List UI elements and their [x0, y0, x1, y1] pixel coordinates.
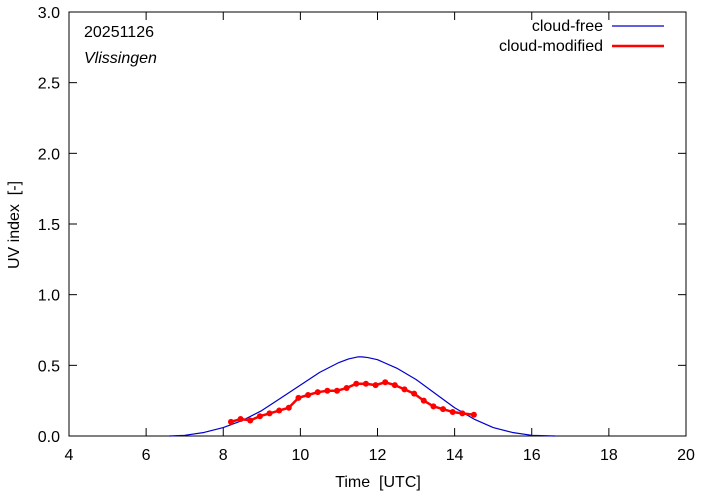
data-point-cloud-modified	[324, 387, 331, 394]
data-point-cloud-modified	[343, 384, 350, 391]
date-label: 20251126	[84, 24, 154, 41]
data-point-cloud-modified	[470, 411, 477, 418]
data-point-cloud-modified	[237, 416, 244, 423]
y-axis-ticks: 0.0 0.5 1.0 1.5 2.0 2.5 3.0	[38, 5, 686, 446]
x-tick-label: 4	[65, 447, 74, 464]
data-point-cloud-modified	[227, 418, 234, 425]
data-point-cloud-modified	[459, 410, 466, 417]
series-layer	[169, 356, 555, 437]
series-line-cloud-free	[169, 356, 555, 437]
y-tick-label: 1.0	[38, 288, 60, 305]
plot-border	[68, 11, 687, 437]
data-point-cloud-modified	[391, 382, 398, 389]
series-line-cloud-modified	[230, 381, 475, 424]
data-point-cloud-modified	[266, 410, 273, 417]
y-tick-label: 3.0	[38, 5, 60, 22]
data-point-cloud-modified	[276, 407, 283, 414]
y-tick-label: 1.5	[38, 217, 60, 234]
x-tick-label: 6	[142, 447, 151, 464]
data-point-cloud-modified	[449, 408, 456, 415]
data-point-cloud-modified	[353, 380, 360, 387]
x-tick-label: 20	[677, 447, 695, 464]
data-point-cloud-modified	[295, 394, 302, 401]
data-point-cloud-modified	[314, 389, 321, 396]
x-axis-label: Time [UTC]	[335, 474, 421, 491]
data-point-cloud-modified	[285, 404, 292, 411]
data-point-cloud-modified	[256, 413, 263, 420]
legend-label-cloud-free: cloud-free	[532, 18, 603, 35]
x-tick-label: 18	[600, 447, 618, 464]
x-tick-label: 12	[369, 447, 387, 464]
plot-frame	[68, 11, 687, 437]
y-axis-label: UV index [-]	[6, 181, 23, 269]
x-tick-label: 10	[291, 447, 309, 464]
data-point-cloud-modified	[305, 392, 312, 399]
x-tick-label: 14	[446, 447, 464, 464]
data-point-cloud-modified	[401, 386, 408, 393]
data-point-cloud-modified	[440, 406, 447, 413]
x-tick-label: 8	[219, 447, 228, 464]
y-tick-label: 2.5	[38, 76, 60, 93]
y-tick-label: 2.0	[38, 146, 60, 163]
data-point-cloud-modified	[247, 417, 254, 424]
data-point-cloud-modified	[420, 397, 427, 404]
x-tick-label: 16	[523, 447, 541, 464]
data-point-cloud-modified	[382, 379, 389, 386]
data-point-cloud-modified	[372, 382, 379, 389]
x-axis-ticks: 4 6 8 10 12 14 16 18 20	[65, 12, 695, 464]
data-point-cloud-modified	[362, 380, 369, 387]
location-label: Vlissingen	[84, 50, 157, 67]
data-point-cloud-modified	[411, 390, 418, 397]
y-tick-label: 0.5	[38, 358, 60, 375]
data-point-cloud-modified	[334, 387, 341, 394]
data-point-cloud-modified	[430, 403, 437, 410]
legend: cloud-free cloud-modified	[499, 18, 664, 55]
legend-label-cloud-modified: cloud-modified	[499, 38, 603, 55]
y-tick-label: 0.0	[38, 429, 60, 446]
